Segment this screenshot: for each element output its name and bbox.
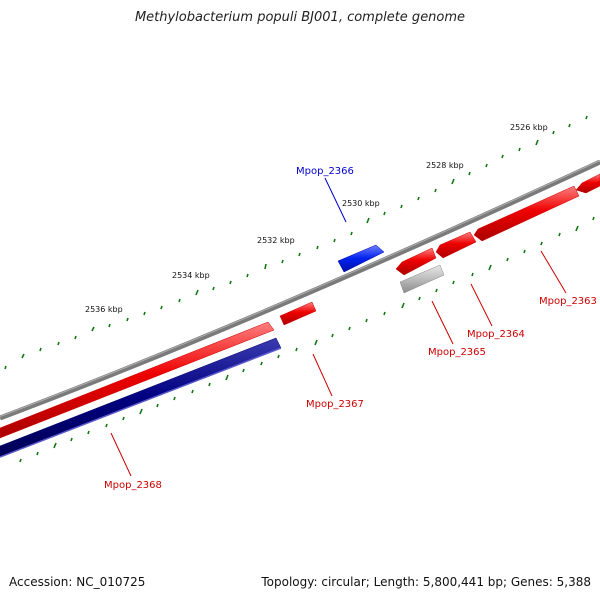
- gene-label-mpop-2366[interactable]: Mpop_2366: [296, 166, 354, 177]
- leader-mpop-2366: [324, 177, 347, 223]
- gene-mpop-2366[interactable]: [337, 244, 385, 273]
- gene-label-mpop-2363[interactable]: Mpop_2363: [539, 296, 597, 307]
- accession-text: Accession: NC_010725: [9, 575, 146, 589]
- leader-mpop-2364: [470, 283, 493, 327]
- tick-label-2532: 2532 kbp: [257, 236, 295, 245]
- gene-reverse-strand-edge: [0, 347, 282, 458]
- leader-mpop-2367: [312, 353, 333, 397]
- gene-reverse-strand[interactable]: [0, 337, 282, 458]
- gene-mpop-2365[interactable]: [399, 264, 445, 294]
- map-title: Methylobacterium populi BJ001, complete …: [134, 10, 466, 25]
- tick-label-2534: 2534 kbp: [172, 271, 210, 280]
- tick-label-2536: 2536 kbp: [85, 305, 123, 314]
- gene-mpop-2367[interactable]: [279, 301, 317, 326]
- tick-label-2530: 2530 kbp: [342, 199, 380, 208]
- gene-mpop-2368[interactable]: [0, 321, 275, 439]
- inner-tick-track: [19, 216, 595, 463]
- genome-summary-text: Topology: circular; Length: 5,800,441 bp…: [261, 575, 591, 589]
- leader-mpop-2363: [540, 250, 567, 294]
- outer-tick-track: [4, 115, 588, 370]
- tick-label-2526: 2526 kbp: [510, 123, 548, 132]
- tick-label-2528: 2528 kbp: [426, 161, 464, 170]
- gene-label-mpop-2364[interactable]: Mpop_2364: [467, 329, 525, 340]
- gene-mpop-2362[interactable]: [575, 173, 600, 194]
- gene-mpop-2363[interactable]: [473, 185, 580, 242]
- label-leaders: [110, 177, 567, 477]
- leader-mpop-2365: [431, 300, 454, 345]
- backbone-line: [0, 159, 600, 421]
- gene-mpop-2364-b[interactable]: [435, 231, 477, 259]
- gene-label-mpop-2368[interactable]: Mpop_2368: [104, 480, 162, 491]
- gene-mpop-2364[interactable]: [395, 247, 437, 276]
- backbone-highlight: [0, 160, 600, 417]
- gene-label-mpop-2365[interactable]: Mpop_2365: [428, 347, 486, 358]
- gene-label-mpop-2367[interactable]: Mpop_2367: [306, 399, 364, 410]
- leader-mpop-2368: [110, 432, 132, 477]
